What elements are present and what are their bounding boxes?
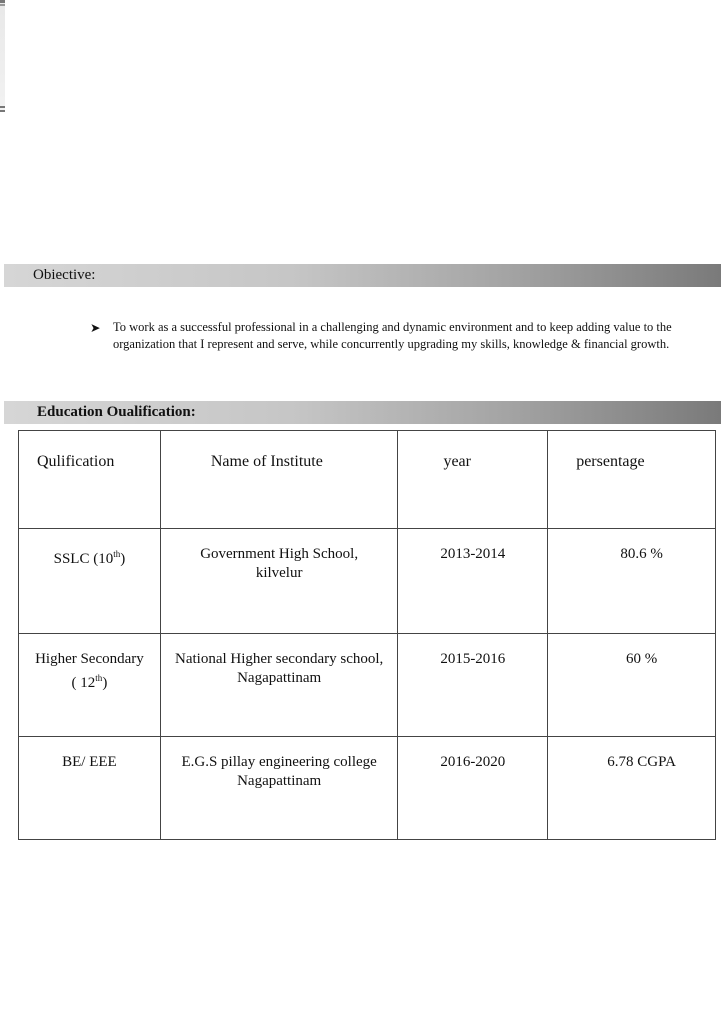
table-row: Higher Secondary( 12th) National Higher …	[18, 633, 716, 737]
header-institute: Name of Institute	[159, 430, 399, 529]
year-cell: 2016-2020	[397, 736, 549, 840]
institute-cell: E.G.S pillay engineering college Nagapatt…	[159, 736, 399, 840]
qualification-cell: SSLC (10th)	[18, 528, 161, 634]
education-table: Qulification Name of Institute year pers…	[18, 430, 716, 840]
header-percentage: persentage	[547, 430, 716, 529]
education-section-header: Education Oualification:	[4, 401, 721, 424]
percentage-cell: 60 %	[547, 633, 716, 737]
qualification-cell: BE/ EEE	[18, 736, 161, 840]
table-header-row: Qulification Name of Institute year pers…	[18, 430, 716, 529]
year-cell: 2013-2014	[397, 528, 549, 634]
arrowhead-bullet-icon: ➤	[90, 321, 101, 335]
institute-cell: National Higher secondary school, Nagapat…	[159, 633, 399, 737]
education-heading: Education Oualification:	[37, 404, 196, 420]
table-row: SSLC (10th) Government High School, kilve…	[18, 528, 716, 634]
institute-cell: Government High School, kilvelur	[159, 528, 399, 634]
qualification-cell: Higher Secondary( 12th)	[18, 633, 161, 737]
objective-section-header: Obiective:	[4, 264, 721, 287]
header-qualification: Qulification	[18, 430, 161, 529]
table-row: BE/ EEE E.G.S pillay engineering college…	[18, 736, 716, 840]
header-year: year	[397, 430, 549, 529]
percentage-cell: 80.6 %	[547, 528, 716, 634]
percentage-cell: 6.78 CGPA	[547, 736, 716, 840]
objective-heading: Obiective:	[33, 267, 96, 283]
page-edge-decoration	[0, 0, 5, 112]
objective-text: To work as a successful professional in …	[113, 320, 672, 351]
year-cell: 2015-2016	[397, 633, 549, 737]
